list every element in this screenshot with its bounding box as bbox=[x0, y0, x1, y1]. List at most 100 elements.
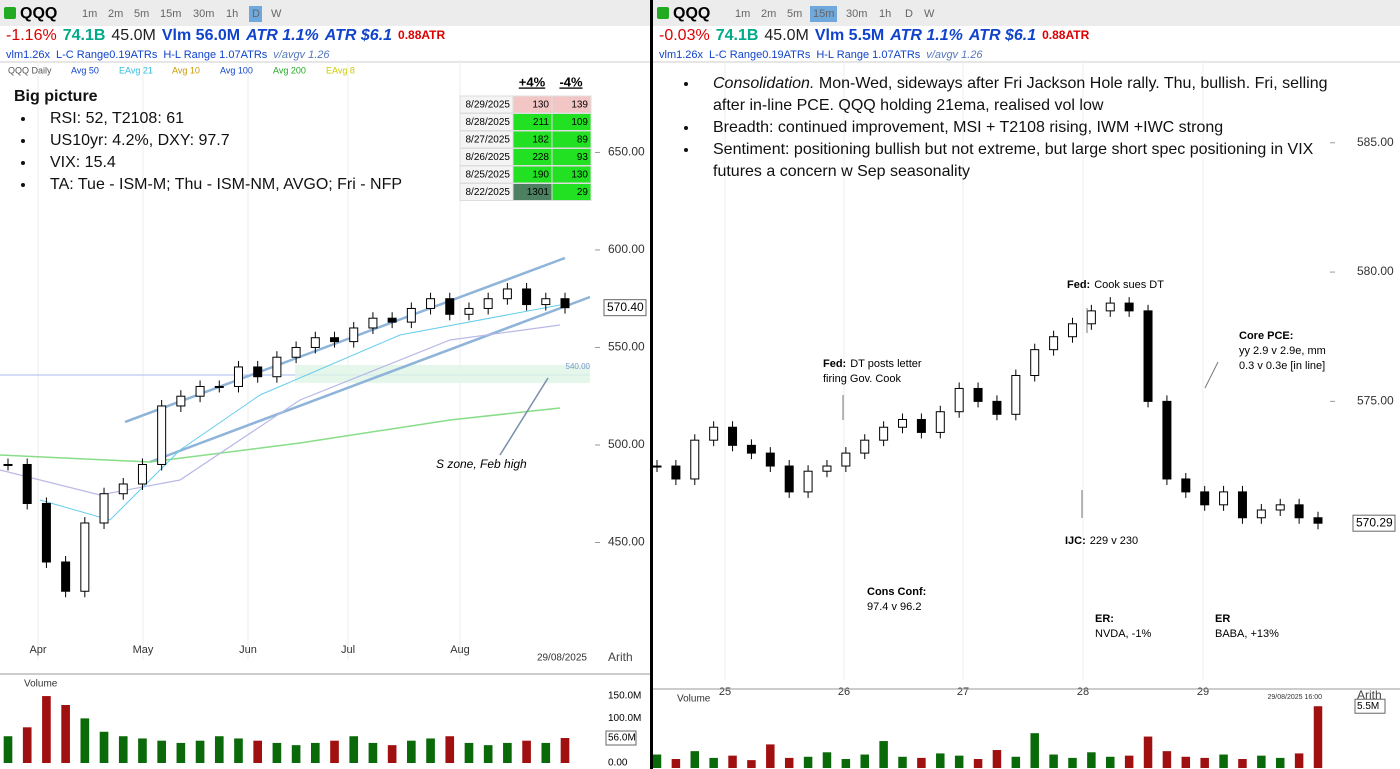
candle bbox=[1237, 491, 1247, 519]
y-tick-label: 550.00 bbox=[608, 340, 645, 354]
volume-tick-label: 150.0M bbox=[608, 691, 641, 702]
info-row: -0.03% 74.1B 45.0M Vlm 5.5M ATR 1.1% ATR $6.1… bbox=[659, 27, 1090, 44]
timeframe-button[interactable]: 2m bbox=[761, 8, 776, 20]
candle bbox=[387, 317, 397, 323]
info-item: 74.1B bbox=[63, 27, 106, 44]
note-text: Mon-Wed, sideways after Fri Jackson Hole… bbox=[713, 75, 1328, 114]
table-value: 29 bbox=[577, 187, 589, 198]
candle bbox=[803, 470, 813, 493]
timeframe-button[interactable]: 15m bbox=[160, 8, 181, 20]
annotation-lead: ER bbox=[1215, 613, 1230, 625]
volume-bar bbox=[214, 736, 224, 763]
volume-bar bbox=[483, 745, 493, 763]
annotation: firing Gov. Cook bbox=[823, 373, 902, 385]
candle bbox=[992, 400, 1002, 415]
timeframe-button[interactable]: 5m bbox=[787, 8, 802, 20]
volume-bar bbox=[349, 736, 359, 763]
volume-bar bbox=[310, 742, 320, 763]
volume-bar bbox=[42, 696, 51, 763]
timeframe-button[interactable]: 1h bbox=[226, 8, 238, 20]
table-header: +4% bbox=[519, 74, 546, 89]
indicator-label: Avg 10 bbox=[172, 65, 200, 75]
table-value: 130 bbox=[532, 100, 549, 111]
y-tick-label: 600.00 bbox=[608, 242, 645, 256]
candle bbox=[784, 465, 794, 493]
volume-bar bbox=[80, 718, 90, 763]
candle bbox=[99, 493, 109, 524]
table-value: 109 bbox=[571, 117, 588, 128]
timeframe-button[interactable]: W bbox=[924, 8, 935, 20]
volume-bar bbox=[992, 750, 1002, 768]
info-item: ATR 1.1% bbox=[245, 27, 319, 44]
volume-bar bbox=[671, 759, 681, 768]
volume-bar bbox=[954, 755, 964, 768]
volume-bar bbox=[118, 736, 128, 763]
info-item: v/avgv 1.26 bbox=[926, 49, 983, 61]
volume-bar bbox=[822, 752, 832, 768]
table-date: 8/29/2025 bbox=[466, 100, 511, 111]
info-item: H-L Range 1.07ATRs bbox=[163, 49, 267, 61]
volume-bar bbox=[1200, 757, 1209, 768]
notes-list: RSI: 52, T2108: 61US10yr: 4.2%, DXY: 97.… bbox=[14, 108, 454, 196]
timeframe-button[interactable]: W bbox=[271, 8, 282, 20]
timeframe-button[interactable]: 30m bbox=[193, 8, 214, 20]
candle bbox=[1067, 323, 1077, 338]
candle bbox=[1011, 375, 1021, 415]
volume-bar bbox=[1124, 755, 1134, 768]
candle bbox=[483, 298, 493, 309]
timeframe-button[interactable]: 30m bbox=[846, 8, 867, 20]
volume-bar bbox=[1162, 751, 1172, 768]
annotation-arrow bbox=[499, 377, 549, 456]
volume-bar bbox=[1313, 706, 1323, 768]
info-item: L-C Range0.19ATRs bbox=[56, 49, 158, 61]
volume-bar bbox=[3, 736, 13, 763]
info-item: Vlm 56.0M bbox=[162, 27, 240, 44]
moving-average bbox=[39, 304, 561, 521]
volume-bar bbox=[253, 740, 263, 763]
candle bbox=[41, 502, 51, 563]
candle bbox=[765, 452, 775, 467]
indicator-label: Avg 100 bbox=[220, 65, 253, 75]
volume-bar bbox=[973, 759, 983, 768]
candle bbox=[1275, 504, 1285, 511]
table-cell bbox=[551, 183, 592, 201]
annotation-text: DT posts letter bbox=[850, 358, 922, 370]
candle bbox=[233, 366, 243, 387]
note: RSI: 52, T2108: 61 bbox=[36, 108, 454, 130]
candle bbox=[522, 288, 532, 306]
timeframe-button[interactable]: 2m bbox=[108, 8, 123, 20]
candle bbox=[671, 465, 681, 480]
volume-bar bbox=[330, 740, 339, 763]
candle bbox=[445, 298, 455, 315]
candle bbox=[195, 385, 205, 397]
candle bbox=[898, 418, 908, 428]
timeframe-button[interactable]: D bbox=[252, 8, 260, 20]
volume-bar bbox=[22, 727, 32, 763]
candle bbox=[1143, 310, 1153, 402]
timeframe-button[interactable]: 15m bbox=[813, 8, 834, 20]
toolbar bbox=[653, 0, 1400, 26]
timeframe-button[interactable]: D bbox=[905, 8, 913, 20]
volume-title: Volume bbox=[24, 679, 58, 690]
candle bbox=[118, 483, 128, 495]
notes: Big picture RSI: 52, T2108: 61US10yr: 4.2… bbox=[14, 86, 454, 196]
candle bbox=[935, 411, 945, 433]
volume-bar bbox=[541, 742, 551, 763]
volume-bar bbox=[1087, 752, 1096, 768]
timeframe-button[interactable]: 1m bbox=[735, 8, 750, 20]
timeframe-button[interactable]: 1m bbox=[82, 8, 97, 20]
add-icon bbox=[657, 7, 669, 19]
volume-bar bbox=[157, 740, 166, 763]
candle bbox=[349, 327, 359, 343]
timeframe-button[interactable]: 1h bbox=[879, 8, 891, 20]
candle bbox=[709, 426, 719, 441]
table-value: 1301 bbox=[527, 187, 550, 198]
timeframe-button[interactable]: 5m bbox=[134, 8, 149, 20]
volume-bar bbox=[653, 754, 662, 768]
indicator-label: Avg 50 bbox=[71, 65, 99, 75]
candle bbox=[1294, 504, 1304, 519]
volume-bar bbox=[445, 736, 455, 763]
volume-bar bbox=[690, 751, 700, 768]
candle bbox=[502, 288, 512, 300]
channel-line bbox=[124, 256, 566, 424]
